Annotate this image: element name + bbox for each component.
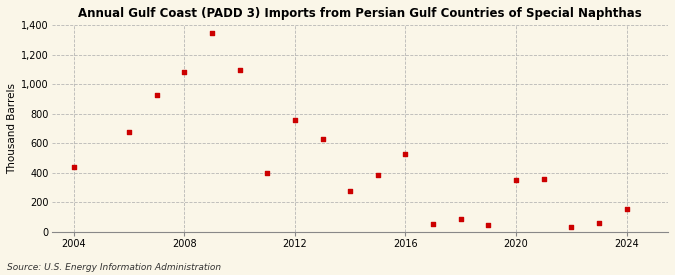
Point <box>68 165 79 169</box>
Point <box>207 31 217 35</box>
Point <box>151 92 162 97</box>
Point <box>428 222 439 226</box>
Point <box>538 177 549 182</box>
Point <box>290 118 300 123</box>
Point <box>621 207 632 211</box>
Text: Source: U.S. Energy Information Administration: Source: U.S. Energy Information Administ… <box>7 263 221 272</box>
Point <box>456 216 466 221</box>
Point <box>345 189 356 194</box>
Title: Annual Gulf Coast (PADD 3) Imports from Persian Gulf Countries of Special Naphth: Annual Gulf Coast (PADD 3) Imports from … <box>78 7 642 20</box>
Point <box>400 152 411 156</box>
Point <box>179 70 190 75</box>
Point <box>510 178 521 182</box>
Point <box>262 170 273 175</box>
Point <box>373 173 383 177</box>
Point <box>566 224 576 229</box>
Point <box>483 223 494 227</box>
Point <box>124 129 134 134</box>
Point <box>317 137 328 141</box>
Y-axis label: Thousand Barrels: Thousand Barrels <box>7 83 17 174</box>
Point <box>234 67 245 72</box>
Point <box>593 221 604 225</box>
